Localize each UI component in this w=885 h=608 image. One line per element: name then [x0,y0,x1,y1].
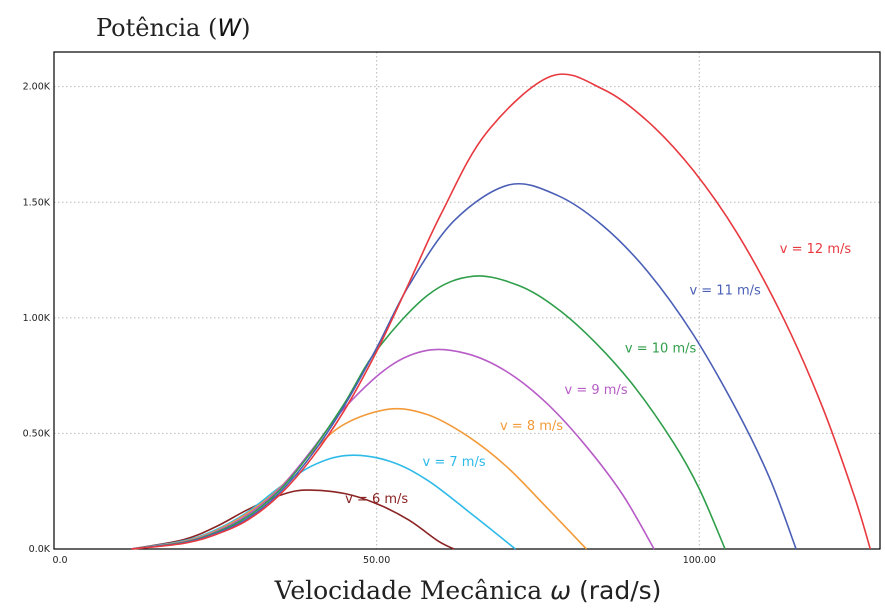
series-line-v-10-m-s [131,275,726,550]
series-label-v-10-m-s: v = 10 m/s [625,342,697,357]
x-axis-title: Velocidade Mecânica ω (rad/s) [274,576,662,605]
x-axis-title-unit: (rad/s) [571,576,661,605]
x-axis-title-symbol: ω [550,576,571,605]
y-axis-title-prefix: Potência ( [96,14,217,42]
series-line-v-12-m-s [131,73,872,550]
series-label-v-8-m-s: v = 8 m/s [500,419,563,434]
series-line-v-8-m-s [131,407,587,550]
y-tick-label: 0.50K [23,428,51,439]
y-tick-label: 1.50K [23,197,51,208]
x-tick-label: 0.0 [52,555,67,566]
y-tick-label: 2.00K [23,82,51,93]
series-label-v-11-m-s: v = 11 m/s [689,284,761,299]
plot-area-frame [53,51,881,550]
series-label-v-12-m-s: v = 12 m/s [780,242,852,257]
series-label-v-9-m-s: v = 9 m/s [565,383,628,398]
tick-labels: 0.0K 0.50K 1.00K 1.50K 2.00K 0.0 50.00 100.00 [23,82,716,566]
grid-lines [54,52,880,549]
series-label-v-7-m-s: v = 7 m/s [423,455,486,470]
series-label-v-6-m-s: v = 6 m/s [345,492,408,507]
y-axis-title-unit: W [217,14,242,42]
series-line-v-6-m-s [131,489,455,550]
x-axis-title-prefix: Velocidade Mecânica [274,576,551,605]
series-line-v-9-m-s [131,348,655,550]
series-labels: v = 6 m/s v = 7 m/s v = 8 m/s v = 9 m/s v = … [345,242,851,507]
y-axis-title-suffix: ) [241,14,250,42]
y-axis-title: Potência (W) [96,14,250,42]
series-line-v-11-m-s [131,183,797,550]
series-layer [131,73,872,550]
y-tick-label: 1.00K [23,313,51,324]
x-tick-label: 50.00 [363,555,390,566]
x-tick-label: 100.00 [683,555,716,566]
y-tick-label: 0.0K [29,544,51,555]
